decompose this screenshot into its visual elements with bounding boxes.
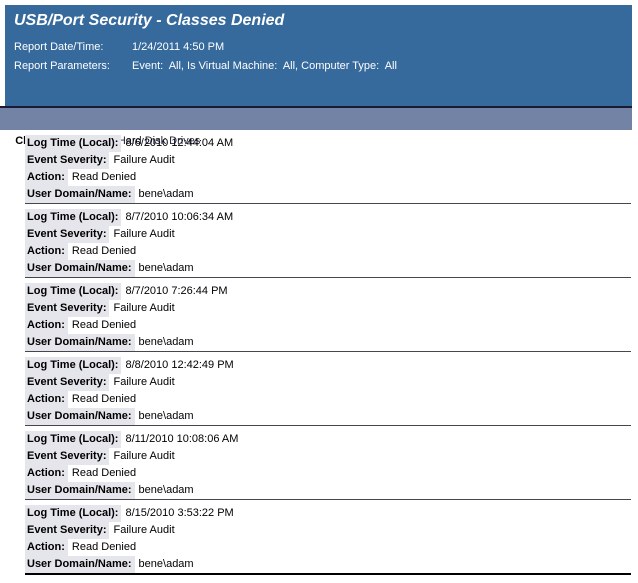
action-value: Read Denied xyxy=(71,393,137,405)
action-row: Action: Read Denied xyxy=(25,243,631,260)
user-domain-row: User Domain/Name: bene\adam xyxy=(25,408,631,425)
report-title: USB/Port Security - Classes Denied xyxy=(14,12,285,29)
event-severity-value: Failure Audit xyxy=(113,154,175,166)
user-domain-value: bene\adam xyxy=(138,558,194,570)
log-record: Log Time (Local): 8/6/2010 12:44:04 AM Ev… xyxy=(25,130,631,204)
log-time-label: Log Time (Local): xyxy=(25,357,122,374)
report-parameters-value: Event: All, Is Virtual Machine: All, Com… xyxy=(132,60,397,72)
user-domain-row: User Domain/Name: bene\adam xyxy=(25,186,631,203)
event-severity-row: Event Severity: Failure Audit xyxy=(25,374,631,391)
action-value: Read Denied xyxy=(71,171,137,183)
report-header: USB/Port Security - Classes Denied Repor… xyxy=(5,5,632,106)
event-severity-value: Failure Audit xyxy=(113,376,175,388)
user-domain-label: User Domain/Name: xyxy=(25,334,135,351)
action-value: Read Denied xyxy=(71,541,137,553)
user-domain-value: bene\adam xyxy=(138,188,194,200)
log-time-label: Log Time (Local): xyxy=(25,431,122,448)
report-parameters-label: Report Parameters: xyxy=(14,60,110,72)
log-time-row: Log Time (Local): 8/7/2010 10:06:34 AM xyxy=(25,209,631,226)
report-parameters-row: Report Parameters: Event: All, Is Virtual… xyxy=(14,59,632,74)
action-row: Action: Read Denied xyxy=(25,317,631,334)
log-time-row: Log Time (Local): 8/6/2010 12:44:04 AM xyxy=(25,135,631,152)
log-time-row: Log Time (Local): 8/7/2010 7:26:44 PM xyxy=(25,283,631,300)
event-severity-row: Event Severity: Failure Audit xyxy=(25,522,631,539)
log-time-label: Log Time (Local): xyxy=(25,283,122,300)
event-severity-row: Event Severity: Failure Audit xyxy=(25,300,631,317)
event-severity-label: Event Severity: xyxy=(25,448,110,465)
report-page: USB/Port Security - Classes Denied Repor… xyxy=(0,5,638,583)
user-domain-row: User Domain/Name: bene\adam xyxy=(25,260,631,277)
user-domain-value: bene\adam xyxy=(138,336,194,348)
user-domain-value: bene\adam xyxy=(138,410,194,422)
class-description-value: Hard Disk Drives xyxy=(117,135,201,147)
report-date-row: Report Date/Time: 1/24/2011 4:50 PM xyxy=(14,40,632,55)
action-label: Action: xyxy=(25,539,68,556)
log-time-row: Log Time (Local): 8/8/2010 12:42:49 PM xyxy=(25,357,631,374)
event-severity-value: Failure Audit xyxy=(113,228,175,240)
log-record: Log Time (Local): 8/8/2010 12:42:49 PM Ev… xyxy=(25,352,631,426)
action-label: Action: xyxy=(25,391,68,408)
log-record: Log Time (Local): 8/15/2010 3:53:22 PM Ev… xyxy=(25,500,631,575)
action-row: Action: Read Denied xyxy=(25,465,631,482)
log-time-value: 8/11/2010 10:08:06 AM xyxy=(125,433,239,445)
log-time-label: Log Time (Local): xyxy=(25,135,122,152)
event-severity-value: Failure Audit xyxy=(113,450,175,462)
event-severity-label: Event Severity: xyxy=(25,300,110,317)
user-domain-value: bene\adam xyxy=(138,484,194,496)
action-row: Action: Read Denied xyxy=(25,391,631,408)
user-domain-label: User Domain/Name: xyxy=(25,556,135,573)
user-domain-row: User Domain/Name: bene\adam xyxy=(25,334,631,351)
user-domain-label: User Domain/Name: xyxy=(25,408,135,425)
event-severity-value: Failure Audit xyxy=(113,302,175,314)
action-row: Action: Read Denied xyxy=(25,169,631,186)
log-record: Log Time (Local): 8/7/2010 10:06:34 AM Ev… xyxy=(25,204,631,278)
log-time-value: 8/15/2010 3:53:22 PM xyxy=(125,507,234,519)
user-domain-value: bene\adam xyxy=(138,262,194,274)
action-value: Read Denied xyxy=(71,319,137,331)
event-severity-row: Event Severity: Failure Audit xyxy=(25,152,631,169)
user-domain-label: User Domain/Name: xyxy=(25,186,135,203)
user-domain-row: User Domain/Name: bene\adam xyxy=(25,556,631,573)
event-severity-value: Failure Audit xyxy=(113,524,175,536)
action-label: Action: xyxy=(25,243,68,260)
records-list: Log Time (Local): 8/6/2010 12:44:04 AM Ev… xyxy=(0,130,638,575)
event-severity-label: Event Severity: xyxy=(25,226,110,243)
log-time-label: Log Time (Local): xyxy=(25,209,122,226)
event-severity-row: Event Severity: Failure Audit xyxy=(25,226,631,243)
log-time-row: Log Time (Local): 8/15/2010 3:53:22 PM xyxy=(25,505,631,522)
action-label: Action: xyxy=(25,169,68,186)
action-value: Read Denied xyxy=(71,467,137,479)
event-severity-label: Event Severity: xyxy=(25,522,110,539)
log-record: Log Time (Local): 8/11/2010 10:08:06 AM E… xyxy=(25,426,631,500)
log-time-value: 8/7/2010 7:26:44 PM xyxy=(125,285,228,297)
class-description-bar: Class Description:Hard Disk Drives xyxy=(0,106,632,147)
event-severity-label: Event Severity: xyxy=(25,152,110,169)
report-date-value: 1/24/2011 4:50 PM xyxy=(132,41,225,53)
action-label: Action: xyxy=(25,317,68,334)
log-time-row: Log Time (Local): 8/11/2010 10:08:06 AM xyxy=(25,431,631,448)
log-time-label: Log Time (Local): xyxy=(25,505,122,522)
user-domain-label: User Domain/Name: xyxy=(25,482,135,499)
report-date-label: Report Date/Time: xyxy=(14,41,104,53)
action-row: Action: Read Denied xyxy=(25,539,631,556)
log-time-value: 8/8/2010 12:42:49 PM xyxy=(125,359,234,371)
event-severity-label: Event Severity: xyxy=(25,374,110,391)
log-record: Log Time (Local): 8/7/2010 7:26:44 PM Eve… xyxy=(25,278,631,352)
user-domain-row: User Domain/Name: bene\adam xyxy=(25,482,631,499)
action-value: Read Denied xyxy=(71,245,137,257)
event-severity-row: Event Severity: Failure Audit xyxy=(25,448,631,465)
log-time-value: 8/6/2010 12:44:04 AM xyxy=(125,137,234,149)
user-domain-label: User Domain/Name: xyxy=(25,260,135,277)
log-time-value: 8/7/2010 10:06:34 AM xyxy=(125,211,234,223)
action-label: Action: xyxy=(25,465,68,482)
